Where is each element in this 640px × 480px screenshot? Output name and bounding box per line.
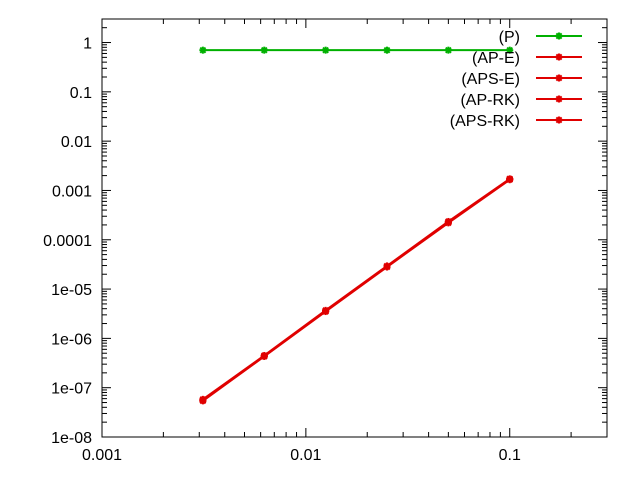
legend-marker xyxy=(555,116,563,124)
data-point xyxy=(383,46,391,54)
y-tick-label: 1 xyxy=(83,36,92,53)
y-tick-label: 1e-07 xyxy=(51,381,92,398)
y-tick-label: 1e-06 xyxy=(51,331,92,348)
y-axis-ticks: 1e-08 1e-07 1e-06 1e-05 0.0001 0.001 0.01 0.1 1 xyxy=(43,18,607,447)
x-tick-label: 0.01 xyxy=(290,447,321,464)
series-line-4 xyxy=(202,178,511,402)
data-point xyxy=(506,175,514,183)
legend-label: (AP-E) xyxy=(472,50,520,67)
legend-marker xyxy=(555,32,563,40)
data-point xyxy=(506,46,514,54)
legend-marker xyxy=(555,53,563,61)
x-tick-label: 0.1 xyxy=(499,447,521,464)
data-point xyxy=(260,46,268,54)
legend-label: (APS-RK) xyxy=(450,113,520,130)
y-tick-label: 0.01 xyxy=(61,134,92,151)
data-point xyxy=(444,218,452,226)
y-tick-label: 0.001 xyxy=(52,183,92,200)
legend-label: (APS-E) xyxy=(461,71,520,88)
data-point xyxy=(260,352,268,360)
series-layer xyxy=(199,46,514,405)
y-tick-label: 1e-08 xyxy=(51,430,92,447)
legend-label: (P) xyxy=(499,29,520,46)
plot-frame xyxy=(101,18,608,438)
data-point xyxy=(199,46,207,54)
x-tick-label: 0.001 xyxy=(82,447,122,464)
legend: (P) (AP-E) (APS-E) (AP-RK) (APS-RK) xyxy=(450,29,582,130)
data-point xyxy=(199,396,207,404)
y-tick-label: 0.0001 xyxy=(43,233,92,250)
legend-marker xyxy=(555,74,563,82)
data-point xyxy=(322,307,330,315)
data-point xyxy=(383,263,391,271)
x-axis-ticks: 0.001 0.01 0.1 xyxy=(82,19,608,464)
y-tick-label: 0.1 xyxy=(70,85,92,102)
data-point xyxy=(322,46,330,54)
legend-marker xyxy=(555,95,563,103)
y-tick-label: 1e-05 xyxy=(51,282,92,299)
legend-label: (AP-RK) xyxy=(460,92,520,109)
data-point xyxy=(444,46,452,54)
